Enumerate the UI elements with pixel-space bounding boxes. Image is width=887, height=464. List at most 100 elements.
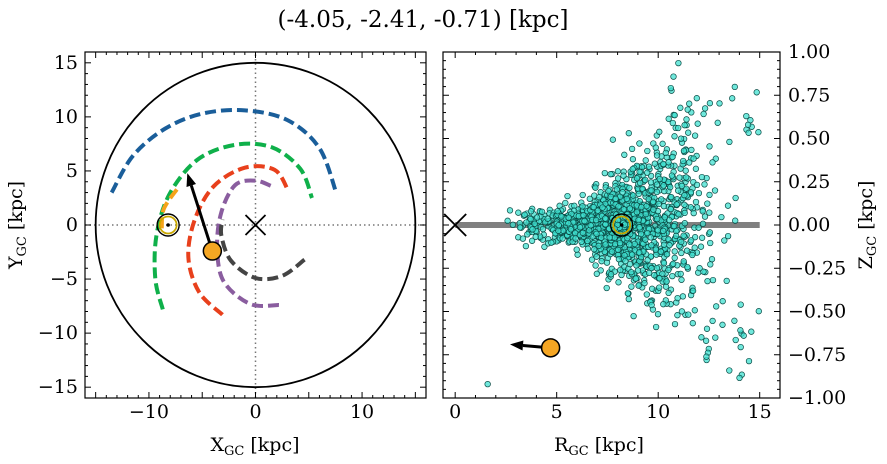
star-point (653, 264, 661, 272)
star-point (515, 209, 522, 216)
star-point (755, 308, 762, 315)
star-point (680, 147, 688, 154)
star-point (678, 308, 686, 315)
right-x-tick-label: 15 (748, 401, 772, 423)
spiral-arm-4 (159, 187, 180, 229)
star-point (670, 73, 677, 80)
star-point (624, 290, 631, 297)
star-point (615, 256, 623, 263)
star-point (592, 262, 599, 269)
star-point (675, 124, 682, 132)
star-point (695, 189, 703, 197)
star-point (626, 205, 634, 212)
star-point (667, 184, 674, 191)
star-point (509, 221, 517, 228)
star-point (529, 226, 536, 233)
star-point (580, 212, 587, 219)
star-point (636, 179, 644, 187)
right-y-tick-label: −0.25 (788, 257, 846, 279)
left-y-tick-label: −15 (38, 376, 78, 398)
star-point (631, 240, 638, 248)
star-point (636, 224, 643, 231)
star-point (709, 159, 716, 166)
star-point (691, 244, 698, 251)
star-point (579, 191, 586, 199)
spiral-arm-5 (215, 178, 280, 308)
star-point (663, 278, 670, 285)
star-point (592, 184, 599, 191)
star-point (690, 209, 697, 217)
star-point (666, 242, 673, 249)
star-point (612, 195, 619, 202)
star-point (648, 242, 655, 249)
star-point (671, 248, 678, 255)
star-point (625, 295, 632, 303)
star-point (593, 253, 600, 260)
star-point (745, 357, 753, 365)
star-point (731, 317, 738, 324)
star-point (528, 237, 536, 244)
star-point (680, 157, 687, 165)
star-point (685, 311, 692, 318)
star-point (567, 226, 575, 233)
star-point (620, 206, 628, 213)
star-point (598, 234, 605, 241)
star-point (654, 215, 661, 223)
right-y-tick-label: −1.00 (788, 387, 846, 409)
star-point (736, 374, 743, 382)
star-point (644, 256, 651, 264)
star-point (697, 243, 705, 250)
star-point (653, 152, 661, 159)
star-point (626, 184, 633, 192)
star-point (588, 256, 596, 263)
star-point (558, 213, 565, 220)
star-point (642, 157, 649, 164)
star-point (660, 182, 667, 189)
star-point (659, 140, 666, 147)
star-point (649, 198, 657, 205)
star-point (665, 115, 672, 122)
star-point (618, 271, 625, 279)
star-point (686, 100, 693, 107)
star-point (584, 245, 592, 252)
star-point (740, 332, 747, 339)
star-point (516, 224, 524, 231)
star-point (619, 189, 626, 196)
star-point (685, 129, 692, 136)
right-panel: 0 5 10 15 −1.00 −0.75 −0.50 −0.25 0.00 0.25 0.50 0.… (442, 41, 880, 459)
star-point (629, 165, 636, 173)
star-point (689, 251, 696, 259)
star-point (562, 199, 569, 207)
star-point (668, 193, 675, 201)
motion-arrow-left (186, 173, 214, 252)
star-point (621, 151, 628, 158)
star-point (699, 208, 706, 215)
star-point (696, 265, 703, 272)
star-point (709, 317, 716, 325)
star-point (700, 110, 707, 118)
sun-marker-right (609, 213, 634, 237)
star-point (642, 210, 649, 218)
star-point (657, 248, 665, 255)
star-point (592, 217, 600, 224)
left-x-tick-label: −10 (129, 401, 169, 423)
star-point (709, 276, 717, 284)
right-y-tick-label: −0.75 (788, 344, 846, 366)
star-point (642, 176, 649, 184)
star-point (673, 201, 680, 208)
star-point (729, 95, 736, 102)
right-y-tick-label: 0.50 (788, 128, 830, 150)
star-point (605, 187, 612, 195)
star-point (581, 217, 588, 225)
left-y-tick-label: 10 (54, 106, 78, 128)
star-point (633, 175, 641, 182)
star-point (699, 220, 707, 227)
star-point (737, 343, 744, 351)
star-point (522, 242, 530, 250)
star-point (636, 168, 643, 176)
star-point (686, 159, 693, 166)
star-point (628, 251, 636, 258)
star-point (718, 213, 725, 221)
star-point (726, 138, 733, 146)
star-point (656, 128, 663, 135)
